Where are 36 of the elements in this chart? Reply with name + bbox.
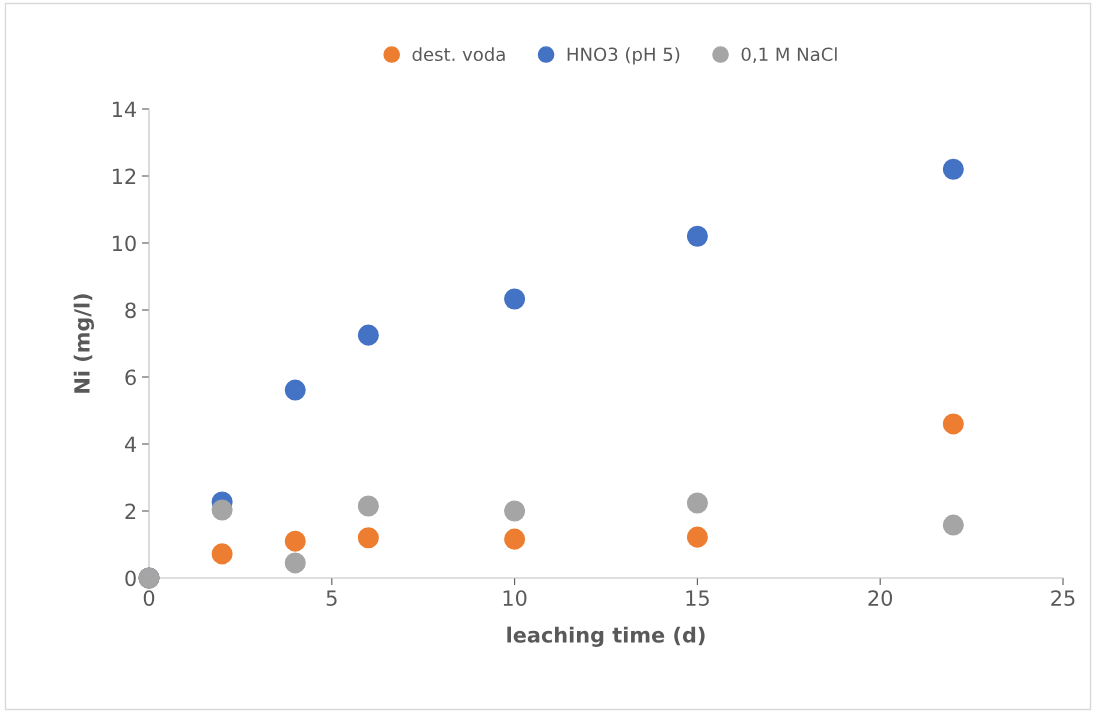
point xyxy=(357,324,379,346)
point xyxy=(942,413,964,435)
point xyxy=(284,552,306,574)
point xyxy=(942,514,964,536)
point xyxy=(686,492,708,514)
y-tick-label: 4 xyxy=(124,436,137,452)
x-tick-label: 25 xyxy=(1051,590,1075,606)
point xyxy=(942,158,964,180)
point xyxy=(504,288,526,310)
x-tick-label: 20 xyxy=(868,590,893,606)
point xyxy=(211,543,233,565)
point xyxy=(211,499,233,521)
y-tick-label: 10 xyxy=(112,235,136,252)
point xyxy=(686,225,708,247)
y-tick-label: 6 xyxy=(125,369,136,386)
x-axis-title: leaching time (d) xyxy=(507,626,705,647)
x-tick-label: 15 xyxy=(686,590,709,606)
point xyxy=(504,528,526,550)
y-tick-label: 12 xyxy=(112,168,136,184)
point xyxy=(357,527,379,549)
point xyxy=(686,526,708,548)
x-tick-label: 10 xyxy=(503,590,527,606)
point xyxy=(357,495,379,517)
x-tick-label: 0 xyxy=(143,590,155,606)
y-tick-label: 8 xyxy=(125,302,136,319)
y-axis-title: Ni (mg/l) xyxy=(73,294,95,393)
point xyxy=(284,379,306,401)
point xyxy=(504,500,526,522)
point xyxy=(284,530,306,552)
legend-label: 0,1 M NaCl xyxy=(741,47,837,63)
legend-label: HNO3 (pH 5) xyxy=(567,47,680,65)
y-tick-label: 14 xyxy=(112,101,137,117)
y-tick-label: 2 xyxy=(125,503,136,519)
x-tick-label: 5 xyxy=(326,590,337,606)
y-tick-label: 0 xyxy=(125,570,136,587)
legend-label: dest. voda xyxy=(412,47,505,62)
